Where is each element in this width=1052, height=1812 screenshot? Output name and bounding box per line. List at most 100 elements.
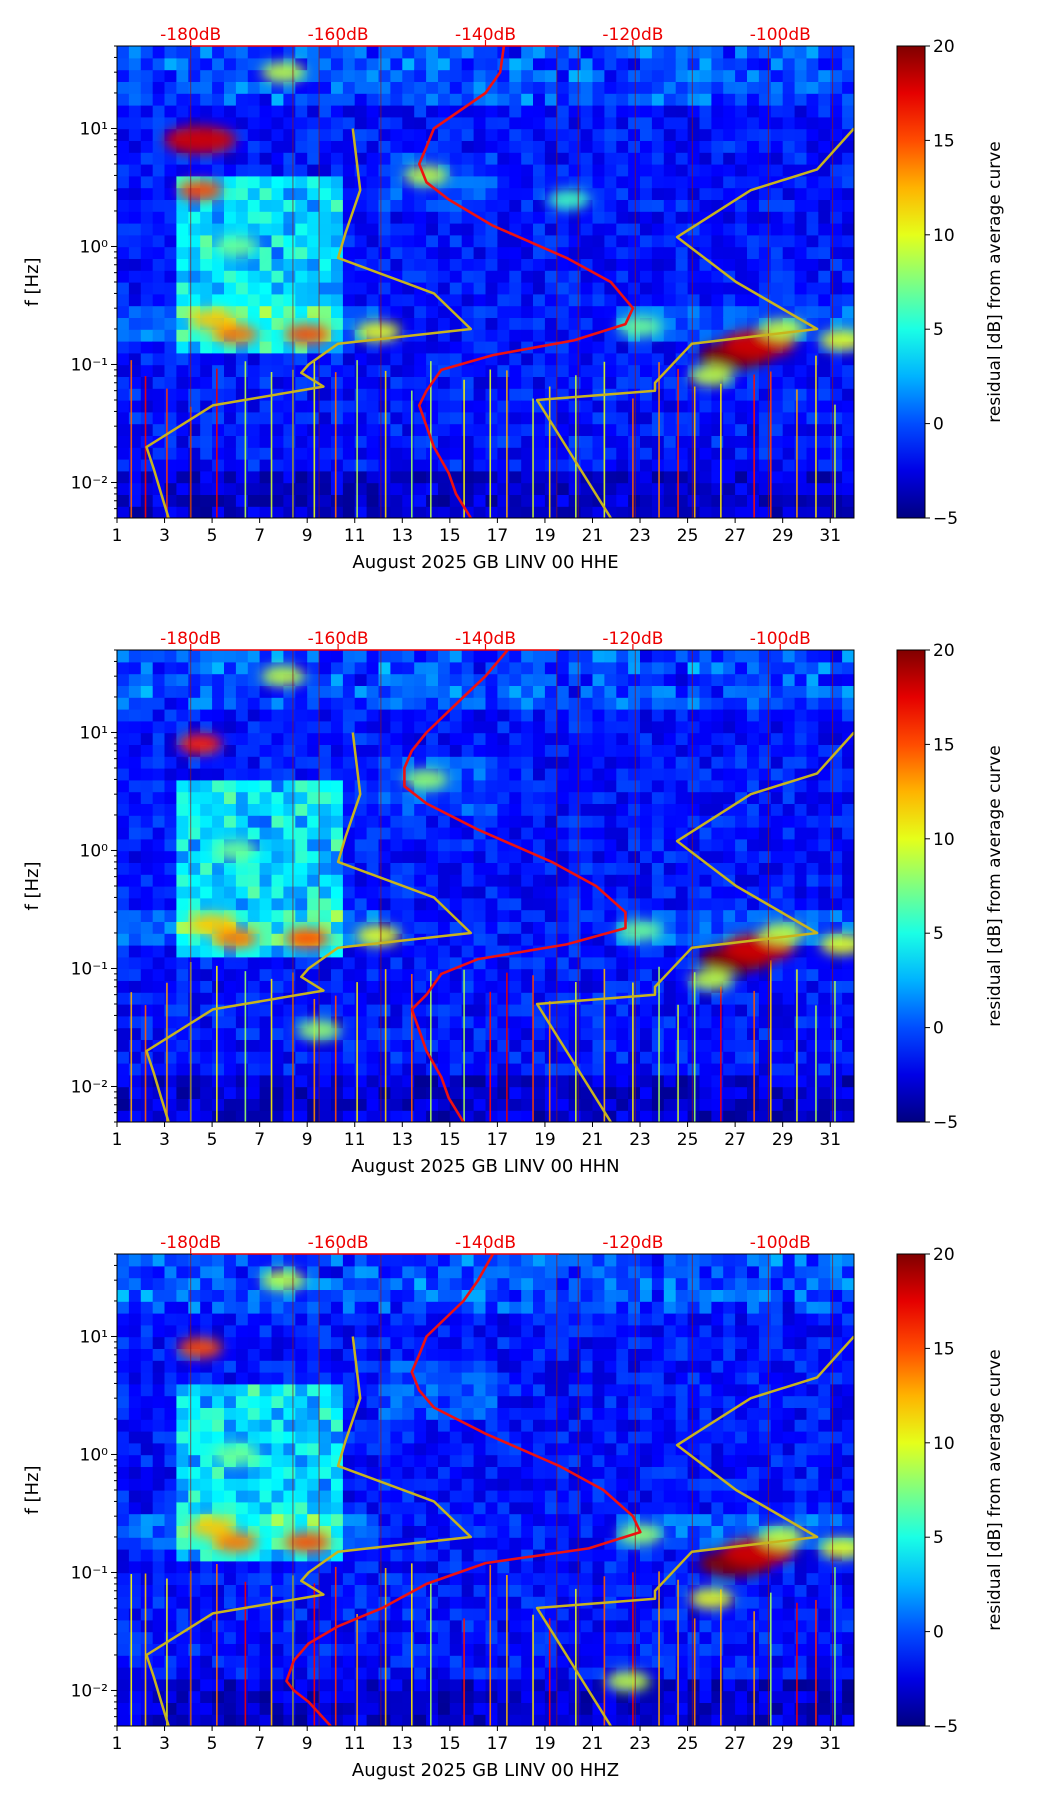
heatmap-cell bbox=[295, 152, 308, 164]
heatmap-cell bbox=[830, 494, 843, 506]
heatmap-cell bbox=[474, 81, 487, 93]
heatmap-cell bbox=[129, 685, 142, 697]
heatmap-cell bbox=[723, 176, 736, 188]
heatmap-cell bbox=[272, 365, 285, 377]
heatmap-cell bbox=[509, 188, 522, 200]
heatmap-cell bbox=[117, 329, 130, 341]
heatmap-cell bbox=[711, 768, 724, 780]
heatmap-cell bbox=[390, 306, 403, 318]
heatmap-cell bbox=[272, 376, 285, 388]
heatmap-cell bbox=[212, 70, 225, 82]
heatmap-cell bbox=[747, 211, 760, 223]
heatmap-cell bbox=[486, 780, 499, 792]
heatmap-cell bbox=[307, 81, 320, 93]
heatmap-cell bbox=[628, 674, 641, 686]
heatmap-cell bbox=[414, 93, 427, 105]
heatmap-cell bbox=[581, 862, 594, 874]
heatmap-cell bbox=[390, 365, 403, 377]
heatmap-cell bbox=[402, 980, 415, 992]
heatmap-cell bbox=[462, 70, 475, 82]
heatmap-cell bbox=[569, 1087, 582, 1099]
heatmap-cell bbox=[664, 223, 677, 235]
heatmap-cell bbox=[509, 376, 522, 388]
heatmap-cell bbox=[450, 1087, 463, 1099]
heatmap-cell bbox=[307, 247, 320, 259]
heatmap-cell bbox=[248, 697, 260, 709]
heatmap-cell bbox=[224, 650, 237, 662]
heatmap-cell bbox=[165, 152, 178, 164]
heatmap-cell bbox=[771, 211, 784, 223]
heatmap-cell bbox=[390, 674, 403, 686]
heatmap-cell bbox=[343, 376, 356, 388]
heatmap-cell bbox=[188, 827, 201, 839]
heatmap-cell bbox=[402, 294, 415, 306]
heatmap-cell bbox=[497, 129, 510, 141]
heatmap-cell bbox=[367, 223, 380, 235]
heatmap-cell bbox=[224, 506, 237, 518]
heatmap-cell bbox=[117, 945, 130, 957]
heatmap-cell bbox=[652, 494, 665, 506]
heatmap-cell bbox=[747, 1110, 760, 1122]
heatmap-cell bbox=[260, 969, 273, 981]
heatmap-cell bbox=[557, 780, 570, 792]
heatmap-cell bbox=[402, 341, 415, 353]
heatmap-cell bbox=[581, 494, 594, 506]
heatmap-cell bbox=[771, 1098, 784, 1110]
heatmap-cell bbox=[462, 258, 475, 270]
heatmap-cell bbox=[628, 117, 641, 129]
heatmap-cell bbox=[390, 662, 403, 674]
heatmap-cell bbox=[176, 365, 189, 377]
heatmap-cell bbox=[224, 780, 237, 792]
heatmap-cell bbox=[795, 697, 808, 709]
heatmap-cell bbox=[723, 1039, 736, 1051]
heatmap-cell bbox=[830, 58, 843, 70]
heatmap-cell bbox=[747, 1087, 760, 1099]
heatmap-cell bbox=[343, 1110, 356, 1122]
heatmap-cell bbox=[272, 803, 285, 815]
heatmap-cell bbox=[438, 674, 451, 686]
heatmap-cell bbox=[331, 1075, 344, 1087]
heatmap-cell bbox=[664, 140, 677, 152]
heatmap-cell bbox=[723, 412, 736, 424]
heatmap-cell bbox=[343, 756, 356, 768]
heatmap-cell bbox=[307, 1110, 320, 1122]
heatmap-cell bbox=[700, 910, 713, 922]
heatmap-cell bbox=[581, 945, 594, 957]
heatmap-cell bbox=[652, 792, 665, 804]
heatmap-cell bbox=[188, 223, 201, 235]
heatmap-cell bbox=[509, 721, 522, 733]
heatmap-cell bbox=[688, 803, 701, 815]
heatmap-cell bbox=[248, 140, 260, 152]
heatmap-cell bbox=[581, 282, 594, 294]
heatmap-cell bbox=[426, 674, 439, 686]
heatmap-cell bbox=[188, 365, 201, 377]
heatmap-cell bbox=[818, 235, 831, 247]
heatmap-cell bbox=[117, 317, 130, 329]
heatmap-cell bbox=[188, 662, 201, 674]
heatmap-cell bbox=[509, 270, 522, 282]
heatmap-cell bbox=[830, 424, 843, 436]
heatmap-cell bbox=[723, 70, 736, 82]
heatmap-cell bbox=[711, 1110, 724, 1122]
heatmap-cell bbox=[426, 105, 439, 117]
heatmap-cell bbox=[319, 46, 332, 58]
heatmap-cell bbox=[390, 910, 403, 922]
heatmap-cell bbox=[188, 886, 201, 898]
heatmap-cell bbox=[664, 851, 677, 863]
heatmap-cell bbox=[783, 1075, 796, 1087]
heatmap-cell bbox=[117, 662, 130, 674]
heatmap-cell bbox=[200, 58, 213, 70]
heatmap-cell bbox=[700, 886, 713, 898]
heatmap-cell bbox=[272, 874, 285, 886]
heatmap-cell bbox=[438, 685, 451, 697]
heatmap-cell bbox=[438, 1016, 451, 1028]
heatmap-cell bbox=[248, 353, 260, 365]
heatmap-cell bbox=[367, 93, 380, 105]
heatmap-cell bbox=[283, 1051, 296, 1063]
heatmap-cell bbox=[283, 910, 296, 922]
heatmap-cell bbox=[474, 412, 487, 424]
heatmap-cell bbox=[628, 1004, 641, 1016]
heatmap-cell bbox=[509, 388, 522, 400]
heatmap-cell bbox=[260, 459, 273, 471]
heatmap-cell bbox=[426, 827, 439, 839]
